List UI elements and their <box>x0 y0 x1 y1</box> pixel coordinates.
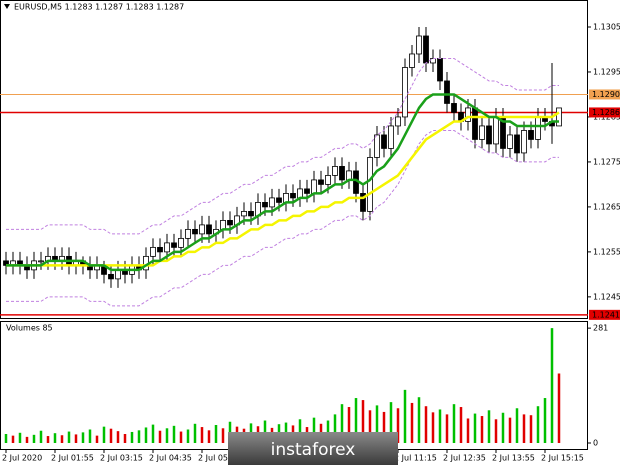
candle-body <box>451 103 457 113</box>
candle-body <box>227 219 233 226</box>
volume-tick-label: 281 <box>593 324 608 333</box>
candle-body <box>493 116 499 145</box>
candle-body <box>486 125 492 145</box>
level-label: 1.1241 <box>592 310 620 319</box>
candle-body <box>472 107 478 140</box>
candle-body <box>381 134 387 149</box>
volume-tick-label: 0 <box>593 439 598 448</box>
x-tick-label: 2 Jul 03:15 <box>100 454 143 463</box>
y-tick-label: 1.1265 <box>593 202 620 211</box>
candle-body <box>248 211 254 217</box>
candle-body <box>262 202 268 208</box>
level-label-box <box>589 107 620 118</box>
candle-body <box>388 125 394 149</box>
candle-body <box>507 134 513 149</box>
candle-body <box>192 228 198 235</box>
volume-title: Volumes 85 <box>6 324 53 333</box>
candle-body <box>269 197 275 208</box>
candle-body <box>185 228 191 239</box>
candle-body <box>430 58 436 64</box>
candle-body <box>416 35 422 55</box>
candle-body <box>38 260 44 263</box>
candle-body <box>283 193 289 203</box>
candle-body <box>402 67 408 118</box>
candle-body <box>395 116 401 127</box>
candle-body <box>514 134 520 154</box>
level-label-box <box>589 309 620 320</box>
candle-body <box>178 237 184 248</box>
candle-body <box>157 246 163 253</box>
candle-body <box>521 130 527 154</box>
watermark-box <box>228 432 398 465</box>
level-label: 1.1286 <box>592 108 620 117</box>
candle-body <box>220 219 226 230</box>
price-frame <box>0 0 588 319</box>
candle-body <box>206 224 212 235</box>
candle-body <box>346 170 352 181</box>
candle-body <box>325 175 331 185</box>
y-tick-label: 1.1275 <box>593 157 620 166</box>
candle-body <box>465 107 471 122</box>
header: EURUSD,M5 1.1283 1.1287 1.1283 1.1287 <box>14 3 184 12</box>
candle-body <box>535 116 541 140</box>
x-tick-label: 2 Jul 05:55 <box>198 454 241 463</box>
candle-body <box>108 273 114 280</box>
candle-body <box>437 58 443 82</box>
x-tick-label: 2 Jul 04:35 <box>149 454 192 463</box>
candle-body <box>556 107 562 127</box>
candle-body <box>409 53 415 68</box>
indicator-line <box>6 93 559 272</box>
candle-body <box>339 166 345 181</box>
y-tick-label: 1.1295 <box>593 67 620 76</box>
candle-body <box>318 179 324 185</box>
candle-body <box>528 130 534 140</box>
candle-body <box>290 193 296 199</box>
watermark: instaforex <box>271 440 356 460</box>
candle-body <box>311 179 317 194</box>
candle-body <box>304 188 310 194</box>
candle-body <box>479 125 485 140</box>
candle-body <box>444 80 450 104</box>
candle-body <box>367 157 373 212</box>
y-tick-label: 1.1255 <box>593 247 620 256</box>
candle-body <box>115 269 121 280</box>
x-tick-label: 2 Jul 13:55 <box>492 454 535 463</box>
x-tick-label: 2 Jul 12:35 <box>443 454 486 463</box>
candle-body <box>171 242 177 248</box>
y-tick-label: 1.1245 <box>593 292 620 301</box>
indicator-line <box>6 129 559 307</box>
candle-body <box>276 197 282 203</box>
candle-body <box>199 224 205 235</box>
candle-body <box>332 166 338 176</box>
x-tick-label: 2 Jul 2020 <box>2 454 42 463</box>
x-tick-label: 2 Jul 15:15 <box>541 454 584 463</box>
level-label-box <box>589 89 620 100</box>
candle-body <box>150 246 156 257</box>
candle-body <box>297 188 303 199</box>
candle-body <box>423 35 429 64</box>
candle-body <box>360 193 366 212</box>
y-tick-label: 1.1305 <box>593 22 620 31</box>
candle-body <box>241 211 247 217</box>
indicator-line <box>6 57 559 235</box>
x-tick-label: 2 Jul 11:15 <box>394 454 437 463</box>
candle-body <box>164 242 170 253</box>
candle-body <box>374 134 380 158</box>
symbol-icon <box>4 4 10 9</box>
level-label: 1.1290 <box>592 90 620 99</box>
x-tick-label: 2 Jul 01:55 <box>51 454 94 463</box>
